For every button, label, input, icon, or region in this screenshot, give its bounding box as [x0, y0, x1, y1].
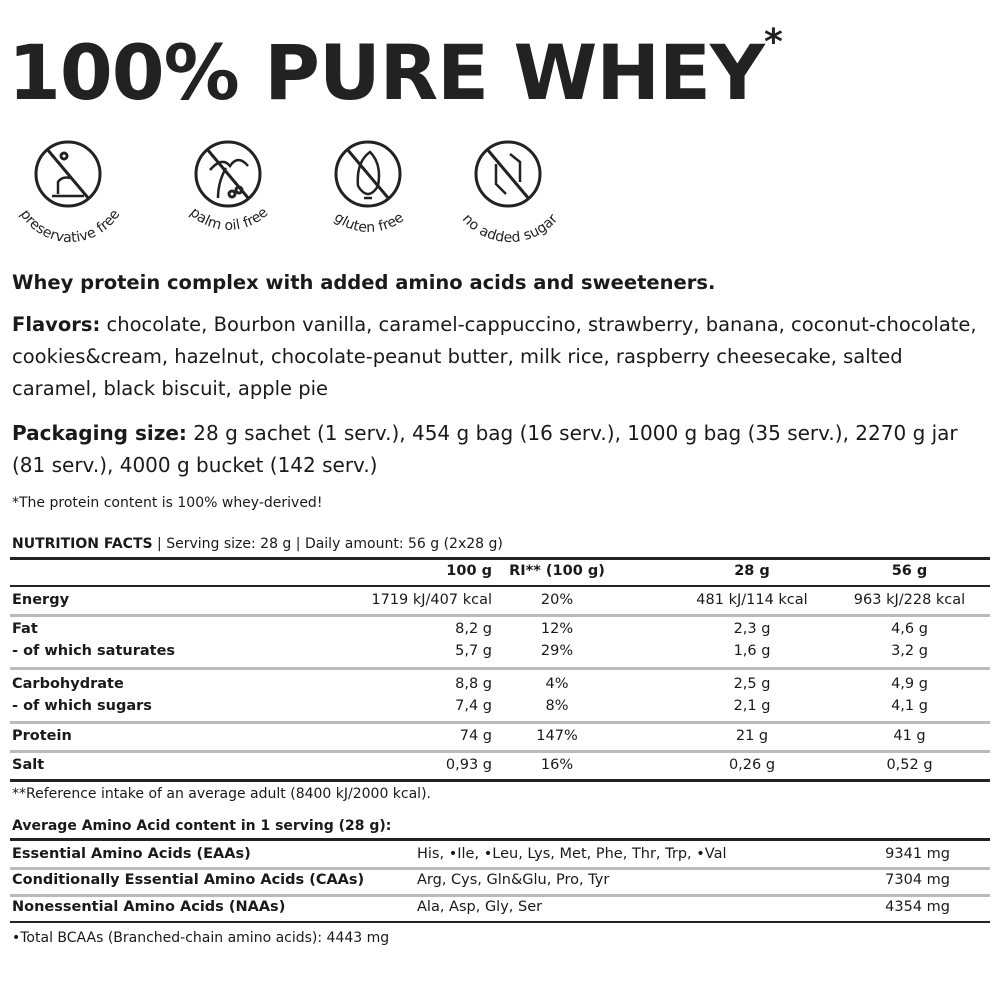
daily-amount: Daily amount: 56 g (2x28 g) [304, 536, 503, 552]
nutrient-value: 74 g [459, 728, 492, 744]
nutrient-value: 4% [545, 676, 569, 692]
packaging-text: Packaging size: 28 g sachet (1 serv.), 4… [12, 417, 992, 481]
divider [10, 779, 990, 782]
divider [10, 921, 990, 923]
divider [10, 667, 990, 670]
badge-label: palm oil free [187, 204, 272, 233]
nutrient-value: 7,4 g [455, 698, 492, 714]
nutrient-name: Salt [12, 757, 45, 773]
flavors-text: Flavors: chocolate, Bourbon vanilla, car… [12, 309, 992, 405]
nutrient-value: 29% [540, 643, 574, 659]
column-header: 100 g [446, 563, 492, 579]
divider [10, 867, 990, 870]
nutrient-name: - of which sugars [12, 698, 152, 714]
badge-label: gluten free [331, 210, 407, 236]
no-palm-oil-icon [194, 140, 262, 208]
divider [10, 614, 990, 617]
svg-text:no added sugar: no added sugar [459, 211, 561, 246]
nutrient-value: 12% [540, 621, 574, 637]
nutrient-value: 16% [540, 757, 574, 773]
bcaa-footnote: •Total BCAAs (Branched-chain amino acids… [12, 930, 390, 946]
divider [10, 721, 990, 724]
nutrient-value: 8,8 g [455, 676, 492, 692]
nutrient-value: 41 g [893, 728, 926, 744]
nutrient-value: 481 kJ/114 kcal [696, 592, 808, 608]
nutrient-value: 3,2 g [891, 643, 928, 659]
svg-text:gluten free: gluten free [331, 210, 407, 236]
nutrient-value: 21 g [735, 728, 769, 744]
nutrient-value: 8% [545, 698, 569, 714]
amino-list: Ala, Asp, Gly, Ser [417, 899, 543, 915]
divider [10, 557, 990, 560]
divider [10, 838, 990, 841]
nutrient-name: Energy [12, 592, 70, 608]
amino-group: Nonessential Amino Acids (NAAs) [12, 899, 286, 915]
amino-list: Arg, Cys, Gln&Glu, Pro, Tyr [417, 872, 610, 888]
flavors-list: chocolate, Bourbon vanilla, caramel-capp… [12, 313, 977, 400]
product-title: 100% PURE WHEY* [8, 22, 783, 117]
nutrient-value: 2,3 g [733, 621, 771, 637]
nutrient-value: 4,9 g [891, 676, 928, 692]
nutrient-value: 963 kJ/228 kcal [853, 592, 966, 608]
no-preservative-icon [34, 140, 102, 208]
badge-palm-oil-free: palm oil free [187, 140, 272, 234]
no-gluten-icon [334, 140, 402, 208]
nutrient-value: 5,7 g [455, 643, 492, 659]
nutrient-value: 0,52 g [886, 757, 933, 773]
serving-size: Serving size: 28 g [166, 536, 292, 552]
divider [10, 750, 990, 753]
protein-note: *The protein content is 100% whey-derive… [12, 495, 323, 511]
title-text: 100% PURE WHEY [8, 28, 765, 117]
packaging-label: Packaging size: [12, 421, 187, 445]
nutrient-value: 0,93 g [445, 757, 492, 773]
badge-label: preservative free [17, 207, 124, 246]
nutrient-value: 2,5 g [733, 676, 771, 692]
nutrient-name: Carbohydrate [12, 676, 124, 692]
column-header: RI** (100 g) [509, 563, 605, 579]
svg-text:preservative free: preservative free [17, 207, 124, 246]
amino-amount: 7304 mg [885, 872, 950, 888]
badge-label: no added sugar [459, 211, 561, 246]
amino-amount: 4354 mg [885, 899, 950, 915]
nutrient-value: 4,6 g [891, 621, 928, 637]
title-asterisk: * [763, 22, 783, 63]
amino-amount: 9341 mg [885, 846, 950, 862]
nutrient-value: 8,2 g [455, 621, 492, 637]
svg-text:palm oil free: palm oil free [187, 204, 272, 233]
nutrient-name: Fat [12, 621, 38, 637]
nutrient-value: 1719 kJ/407 kcal [371, 592, 492, 608]
flavors-label: Flavors: [12, 313, 101, 336]
nutrient-name: Protein [12, 728, 72, 744]
divider [10, 894, 990, 897]
column-header: 56 g [891, 563, 928, 579]
nutrient-value: 20% [540, 592, 574, 608]
nutrition-title: NUTRITION FACTS [12, 536, 153, 552]
amino-group: Essential Amino Acids (EAAs) [12, 846, 251, 862]
product-subtitle: Whey protein complex with added amino ac… [12, 271, 716, 294]
badge-no-added-sugar: no added sugar [459, 140, 561, 246]
nutrient-value: 0,26 g [728, 757, 776, 773]
nutrient-value: 2,1 g [733, 698, 771, 714]
divider [10, 585, 990, 587]
nutrition-header: NUTRITION FACTS | Serving size: 28 g | D… [12, 536, 503, 552]
nutrient-name: - of which saturates [12, 643, 176, 659]
nutrient-value: 1,6 g [733, 643, 771, 659]
badge-gluten-free: gluten free [331, 140, 407, 236]
column-header: 28 g [734, 563, 770, 579]
amino-list: His, •Ile, •Leu, Lys, Met, Phe, Thr, Trp… [417, 846, 727, 862]
ri-footnote: **Reference intake of an average adult (… [12, 786, 431, 802]
nutrient-value: 147% [536, 728, 578, 744]
amino-group: Conditionally Essential Amino Acids (CAA… [12, 872, 365, 888]
badge-preservative-free: preservative free [17, 140, 124, 246]
no-sugar-icon [474, 140, 542, 208]
nutrient-value: 4,1 g [891, 698, 928, 714]
packaging-list: 28 g sachet (1 serv.), 454 g bag (16 ser… [12, 421, 958, 477]
amino-title: Average Amino Acid content in 1 serving … [12, 818, 392, 834]
